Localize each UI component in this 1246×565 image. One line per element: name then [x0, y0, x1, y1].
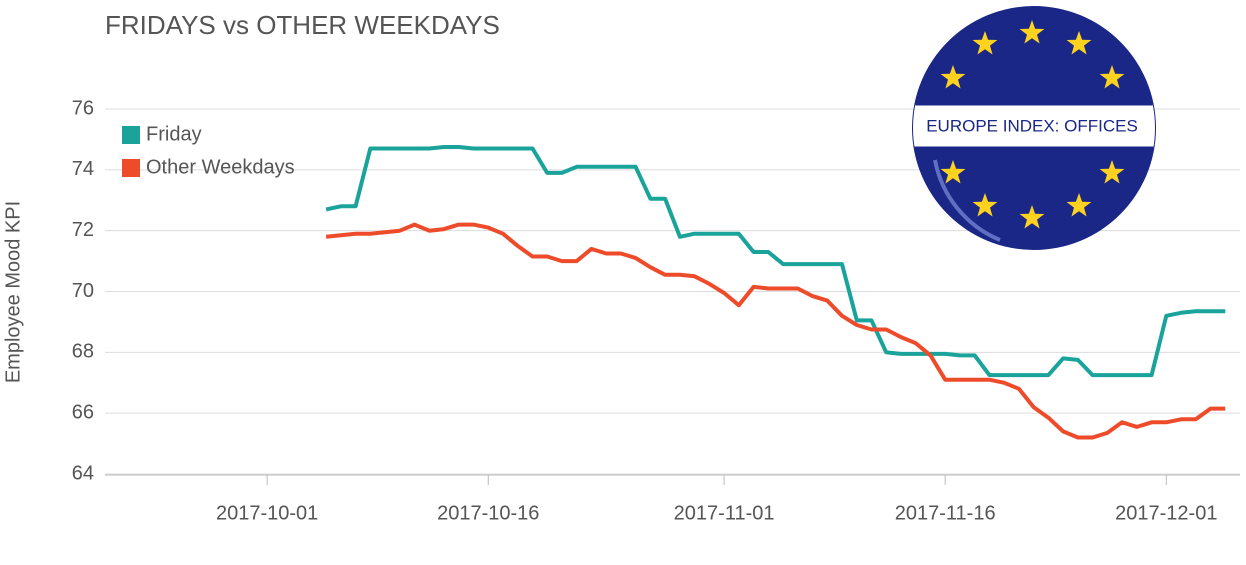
y-tick-label: 72 — [72, 219, 94, 241]
plot-area: 64 66 68 70 72 74 76 2017-10-01 2017-10-16 2017-1… — [72, 97, 1240, 524]
y-tick-label: 70 — [72, 280, 94, 302]
y-axis-label: Employee Mood KPI — [2, 201, 24, 383]
y-tick-label: 64 — [72, 462, 94, 484]
chart-title: FRIDAYS vs OTHER WEEKDAYS — [105, 10, 500, 40]
series-line — [325, 222, 1226, 440]
x-tick-label: 2017-11-01 — [674, 502, 775, 524]
logo-text: EUROPE INDEX: OFFICES — [926, 116, 1138, 135]
y-tick-label: 66 — [72, 401, 94, 423]
legend-label: Friday — [146, 123, 202, 145]
y-tick-label: 74 — [72, 158, 94, 180]
legend-swatch — [122, 126, 140, 144]
legend-label: Other Weekdays — [146, 156, 295, 178]
y-tick-label: 68 — [72, 341, 94, 363]
x-tick-label: 2017-11-16 — [895, 502, 996, 524]
y-tick-label: 76 — [72, 97, 94, 119]
x-tick-label: 2017-12-01 — [1115, 502, 1217, 524]
legend-swatch — [122, 159, 140, 177]
logo: EUROPE INDEX: OFFICES — [912, 6, 1156, 250]
series-line — [325, 145, 1226, 378]
x-tick-label: 2017-10-01 — [216, 502, 318, 524]
logo-band — [913, 102, 1155, 150]
x-tick-label: 2017-10-16 — [437, 502, 539, 524]
